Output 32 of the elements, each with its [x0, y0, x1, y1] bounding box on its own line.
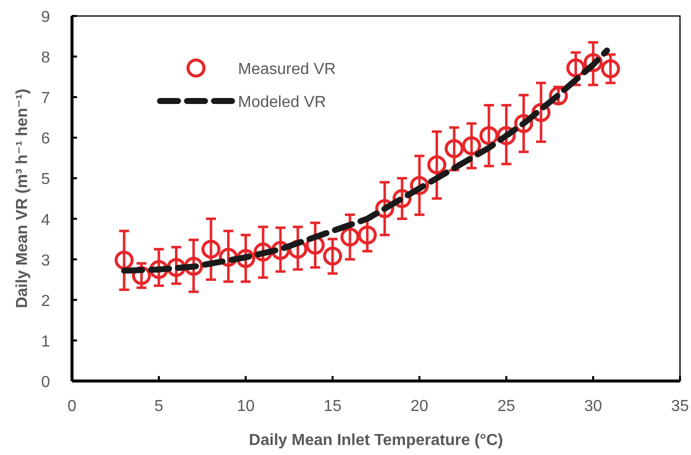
y-tick-label: 1 — [41, 333, 50, 350]
legend-label: Modeled VR — [238, 94, 326, 111]
y-tick-label: 7 — [41, 90, 50, 108]
x-tick-label: 0 — [68, 398, 77, 415]
point — [427, 155, 446, 174]
legend-label: Measured VR — [238, 61, 336, 78]
x-tick-label: 30 — [584, 398, 602, 415]
y-axis-title: Daily Mean VR (m³ h⁻¹ hen⁻¹) — [14, 88, 31, 308]
point — [601, 59, 620, 78]
point — [479, 126, 498, 146]
y-tick-label: 5 — [41, 171, 50, 188]
x-axis-title: Daily Mean Inlet Temperature (°C) — [248, 432, 504, 449]
y-tick-label: 9 — [41, 9, 50, 26]
y-tick-label: 4 — [41, 212, 50, 229]
x-tick-label: 10 — [236, 398, 255, 415]
x-tick-label: 15 — [324, 398, 342, 415]
x-tick-label: 25 — [497, 398, 516, 415]
x-tick-label: 35 — [671, 398, 689, 415]
point — [114, 250, 134, 270]
y-tick-label: 8 — [41, 50, 50, 67]
point — [358, 226, 377, 244]
y-tick-label: 6 — [41, 130, 50, 148]
point — [462, 136, 482, 156]
point — [323, 246, 342, 266]
point — [340, 228, 360, 247]
x-tick-label: 5 — [154, 398, 164, 415]
x-tick-label: 20 — [410, 398, 428, 415]
point — [444, 139, 464, 158]
y-tick-label: 3 — [41, 252, 50, 270]
y-tick-label: 0 — [41, 374, 50, 391]
point — [201, 240, 220, 259]
y-tick-label: 2 — [41, 292, 50, 310]
